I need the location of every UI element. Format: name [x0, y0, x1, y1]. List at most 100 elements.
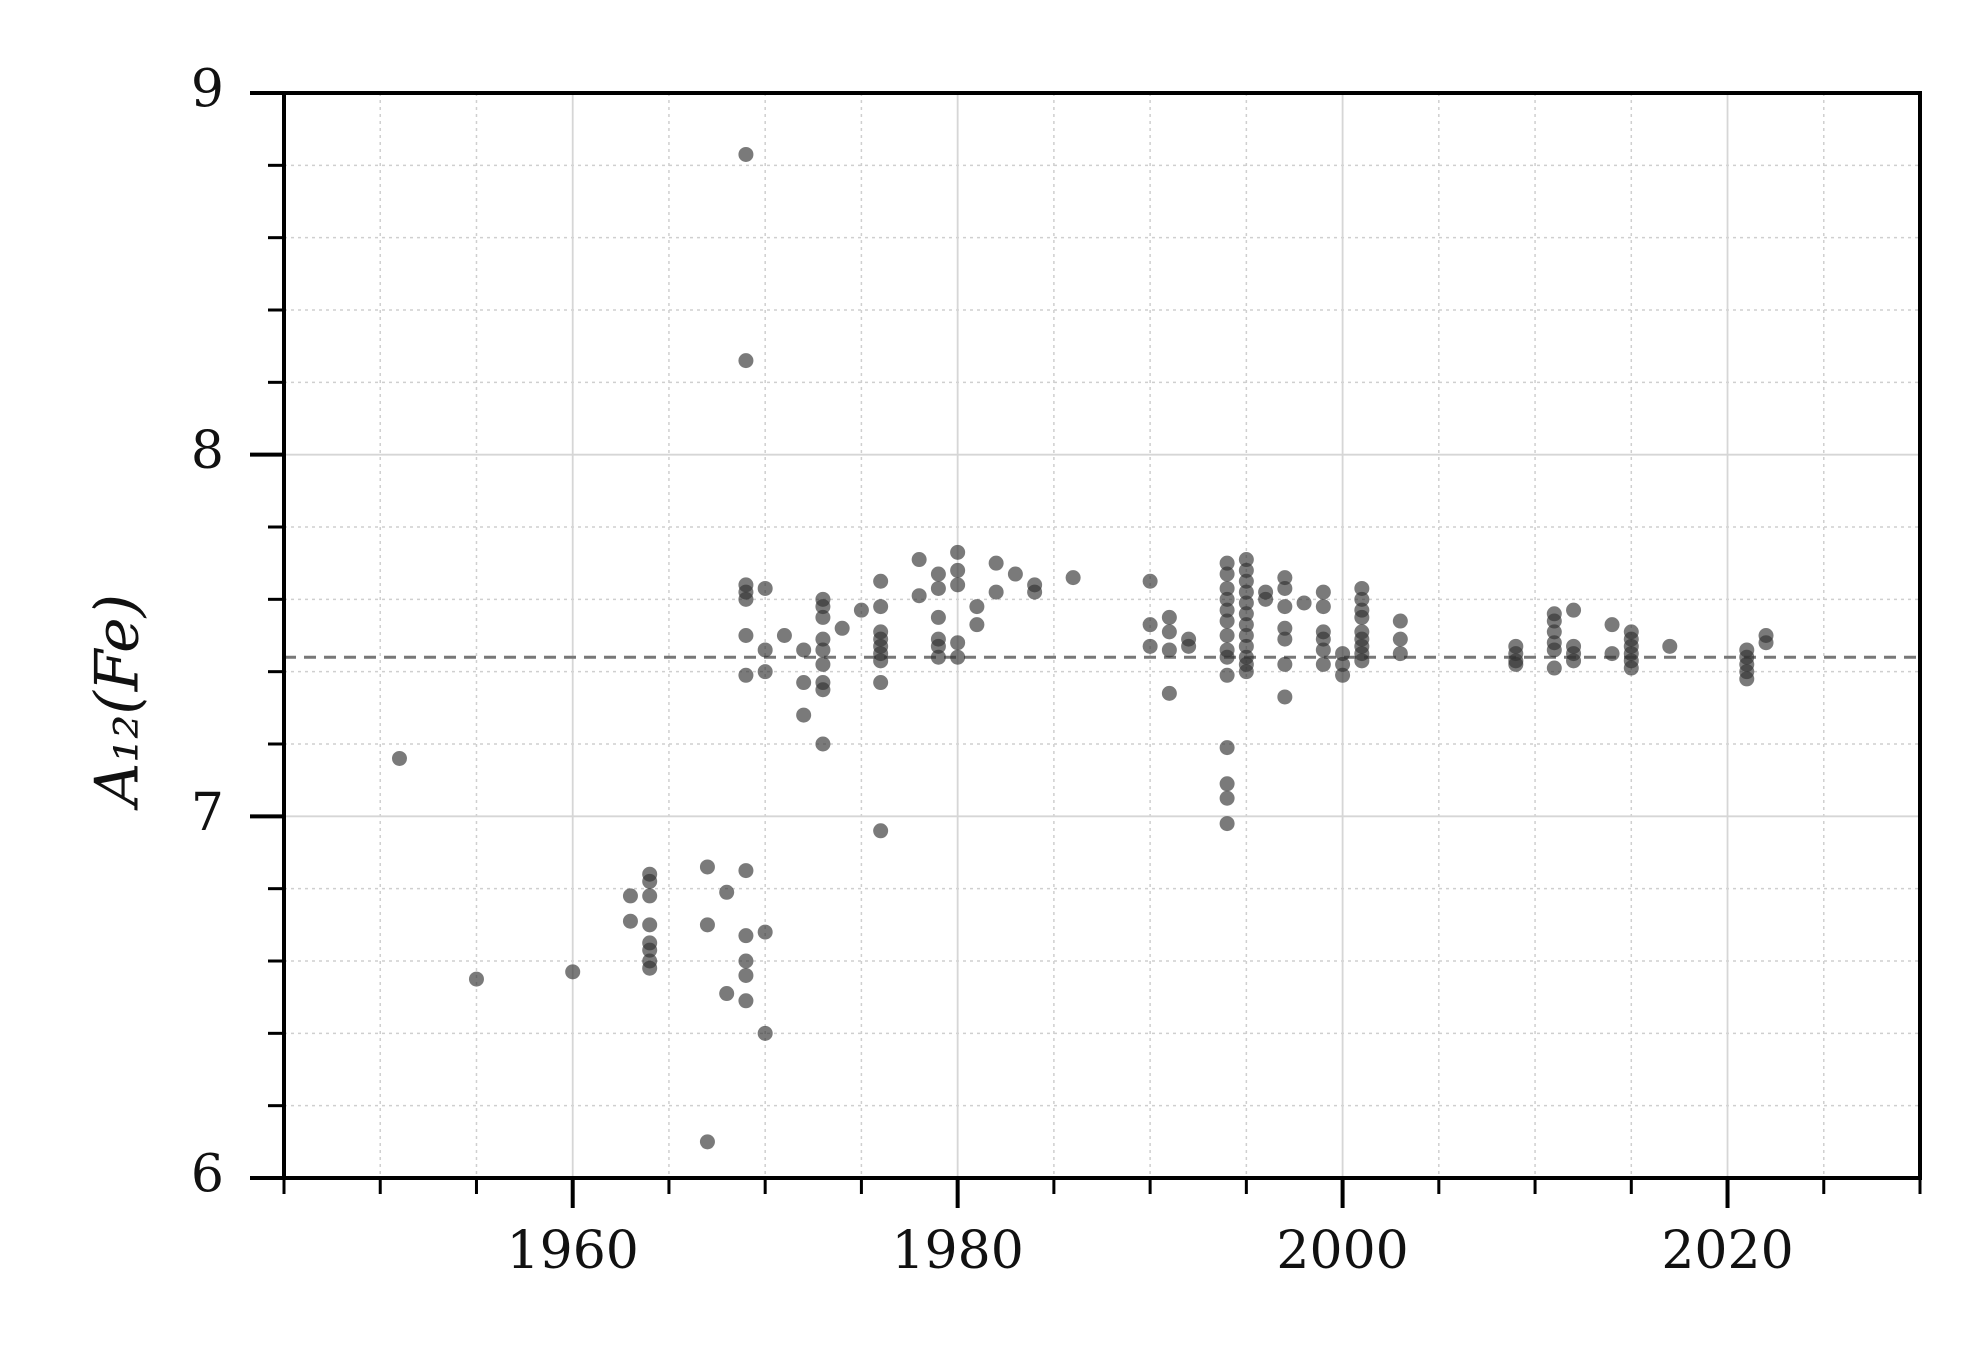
- data-point: [1546, 624, 1562, 640]
- data-point: [738, 667, 754, 683]
- axes: [250, 91, 1922, 1208]
- x-tick-label: 1960: [507, 1221, 639, 1281]
- data-point: [1354, 580, 1370, 596]
- data-point: [1354, 591, 1370, 607]
- data-point: [642, 873, 658, 889]
- data-point: [1546, 613, 1562, 629]
- data-point: [930, 580, 946, 596]
- data-point: [1181, 638, 1197, 654]
- data-point: [642, 888, 658, 904]
- data-point: [815, 656, 831, 672]
- data-point: [930, 566, 946, 582]
- data-point: [815, 682, 831, 698]
- data-point: [738, 928, 754, 944]
- data-point: [1277, 620, 1293, 636]
- data-point: [1392, 631, 1408, 647]
- tick-labels: 1960 1980 2000 2020 6 7 8 9: [191, 60, 1794, 1282]
- data-point: [1238, 664, 1254, 680]
- data-point: [873, 823, 889, 839]
- data-point: [699, 859, 715, 875]
- data-point: [1277, 656, 1293, 672]
- data-point: [1758, 635, 1774, 651]
- data-point: [1219, 555, 1235, 571]
- data-point: [1161, 685, 1177, 701]
- data-point: [1238, 595, 1254, 611]
- data-point: [873, 599, 889, 615]
- data-point: [1277, 599, 1293, 615]
- grid: [283, 92, 1921, 1179]
- data-point: [757, 580, 773, 596]
- data-point: [1238, 562, 1254, 578]
- data-point: [1335, 656, 1351, 672]
- data-point: [565, 964, 581, 980]
- data-point: [738, 353, 754, 369]
- data-point: [911, 552, 927, 568]
- data-point: [950, 649, 966, 665]
- data-point: [1219, 566, 1235, 582]
- data-point: [815, 642, 831, 658]
- data-point: [757, 664, 773, 680]
- data-point: [1219, 580, 1235, 596]
- data-point: [391, 750, 407, 766]
- data-point: [1238, 552, 1254, 568]
- x-tick-label: 2020: [1661, 1221, 1793, 1281]
- data-point: [930, 609, 946, 625]
- data-point: [738, 953, 754, 969]
- data-point: [930, 638, 946, 654]
- data-point: [815, 631, 831, 647]
- data-point: [1219, 667, 1235, 683]
- data-point: [1277, 689, 1293, 705]
- data-point: [1219, 602, 1235, 618]
- data-point: [1604, 646, 1620, 662]
- data-point: [1161, 609, 1177, 625]
- data-point: [738, 967, 754, 983]
- data-point: [1277, 631, 1293, 647]
- data-point: [738, 591, 754, 607]
- data-point: [757, 1025, 773, 1041]
- data-point: [1739, 671, 1755, 687]
- data-point: [950, 635, 966, 651]
- data-point: [1277, 570, 1293, 586]
- data-point: [757, 642, 773, 658]
- data-point: [699, 917, 715, 933]
- data-point: [1142, 573, 1158, 589]
- data-point: [1238, 584, 1254, 600]
- data-point: [1219, 790, 1235, 806]
- data-point: [1392, 613, 1408, 629]
- data-point: [815, 736, 831, 752]
- data-point: [1238, 617, 1254, 633]
- data-point: [1277, 580, 1293, 596]
- data-point: [950, 577, 966, 593]
- data-point: [1296, 595, 1312, 611]
- data-point: [1315, 599, 1331, 615]
- data-point: [642, 917, 658, 933]
- y-tick-label: 6: [191, 1145, 224, 1205]
- data-point: [1065, 570, 1081, 586]
- data-point: [1238, 606, 1254, 622]
- data-point: [1546, 660, 1562, 676]
- data-point: [1604, 617, 1620, 633]
- data-point: [1219, 816, 1235, 832]
- data-point: [950, 544, 966, 560]
- data-point: [1238, 573, 1254, 589]
- x-tick-label: 1980: [891, 1221, 1023, 1281]
- data-point: [738, 146, 754, 162]
- data-point: [873, 653, 889, 669]
- data-point: [738, 993, 754, 1009]
- data-point: [873, 675, 889, 691]
- data-point: [1142, 638, 1158, 654]
- data-point: [796, 707, 812, 723]
- data-point: [1238, 638, 1254, 654]
- data-point: [988, 555, 1004, 571]
- data-point: [738, 628, 754, 643]
- data-point: [1007, 566, 1023, 582]
- data-point: [1315, 584, 1331, 600]
- data-point: [1161, 624, 1177, 640]
- data-point: [815, 609, 831, 625]
- data-point: [1219, 776, 1235, 792]
- data-point: [622, 888, 638, 904]
- data-point: [950, 562, 966, 578]
- data-point: [1219, 591, 1235, 607]
- data-point: [1662, 638, 1678, 654]
